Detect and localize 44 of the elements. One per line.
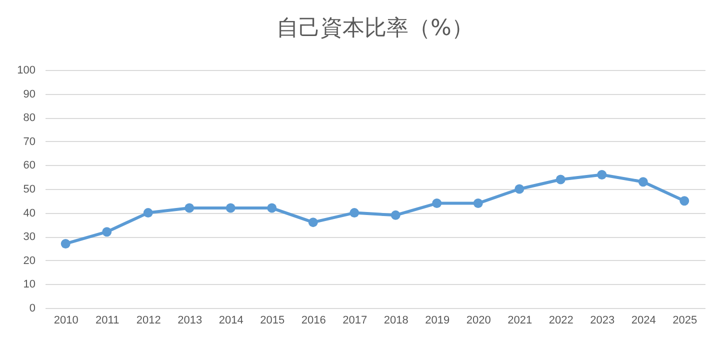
point	[638, 177, 648, 187]
x-tick-label: 2022	[548, 314, 574, 326]
point	[60, 239, 70, 248]
point	[390, 210, 400, 220]
x-tick-label: 2018	[384, 314, 408, 326]
point	[556, 174, 566, 184]
x-tick-label: 2023	[590, 314, 615, 326]
x-tick-label: 2010	[54, 314, 78, 326]
point	[184, 203, 194, 213]
x-tick-label: 2019	[425, 314, 450, 326]
point	[597, 170, 607, 180]
y-tick-label: 20	[23, 254, 36, 267]
x-tick-label: 2011	[96, 314, 120, 326]
x-tick-label: 2015	[260, 314, 285, 326]
chart-title: 自己資本比率（%）	[276, 16, 474, 41]
point	[514, 184, 524, 194]
point	[680, 196, 690, 206]
y-tick-label: 80	[23, 112, 36, 124]
x-tick-label: 2021	[508, 314, 532, 326]
y-tick-label: 10	[23, 278, 36, 291]
point	[473, 198, 483, 208]
point	[226, 203, 236, 213]
y-tick-label: 90	[23, 88, 36, 100]
point	[102, 227, 112, 237]
point	[267, 203, 277, 213]
x-tick-label: 2020	[466, 314, 491, 326]
y-tick-label: 40	[23, 207, 36, 220]
x-tick-label: 2016	[301, 314, 326, 326]
x-tick-label: 2025	[672, 314, 698, 326]
y-tick-label: 60	[23, 160, 36, 172]
point	[350, 208, 360, 218]
x-tick-label: 2024	[631, 314, 656, 326]
y-tick-label: 30	[23, 231, 36, 244]
x-tick-label: 2012	[136, 314, 161, 326]
x-tick-label: 2017	[342, 314, 368, 326]
point	[308, 218, 318, 228]
point	[143, 208, 153, 218]
x-tick-label: 2013	[178, 314, 202, 326]
y-tick-label: 50	[23, 184, 36, 196]
y-tick-label: 0	[29, 302, 36, 314]
y-tick-label: 100	[17, 64, 36, 76]
x-tick-label: 2014	[218, 314, 244, 326]
y-tick-label: 70	[23, 136, 36, 148]
point	[432, 198, 442, 208]
